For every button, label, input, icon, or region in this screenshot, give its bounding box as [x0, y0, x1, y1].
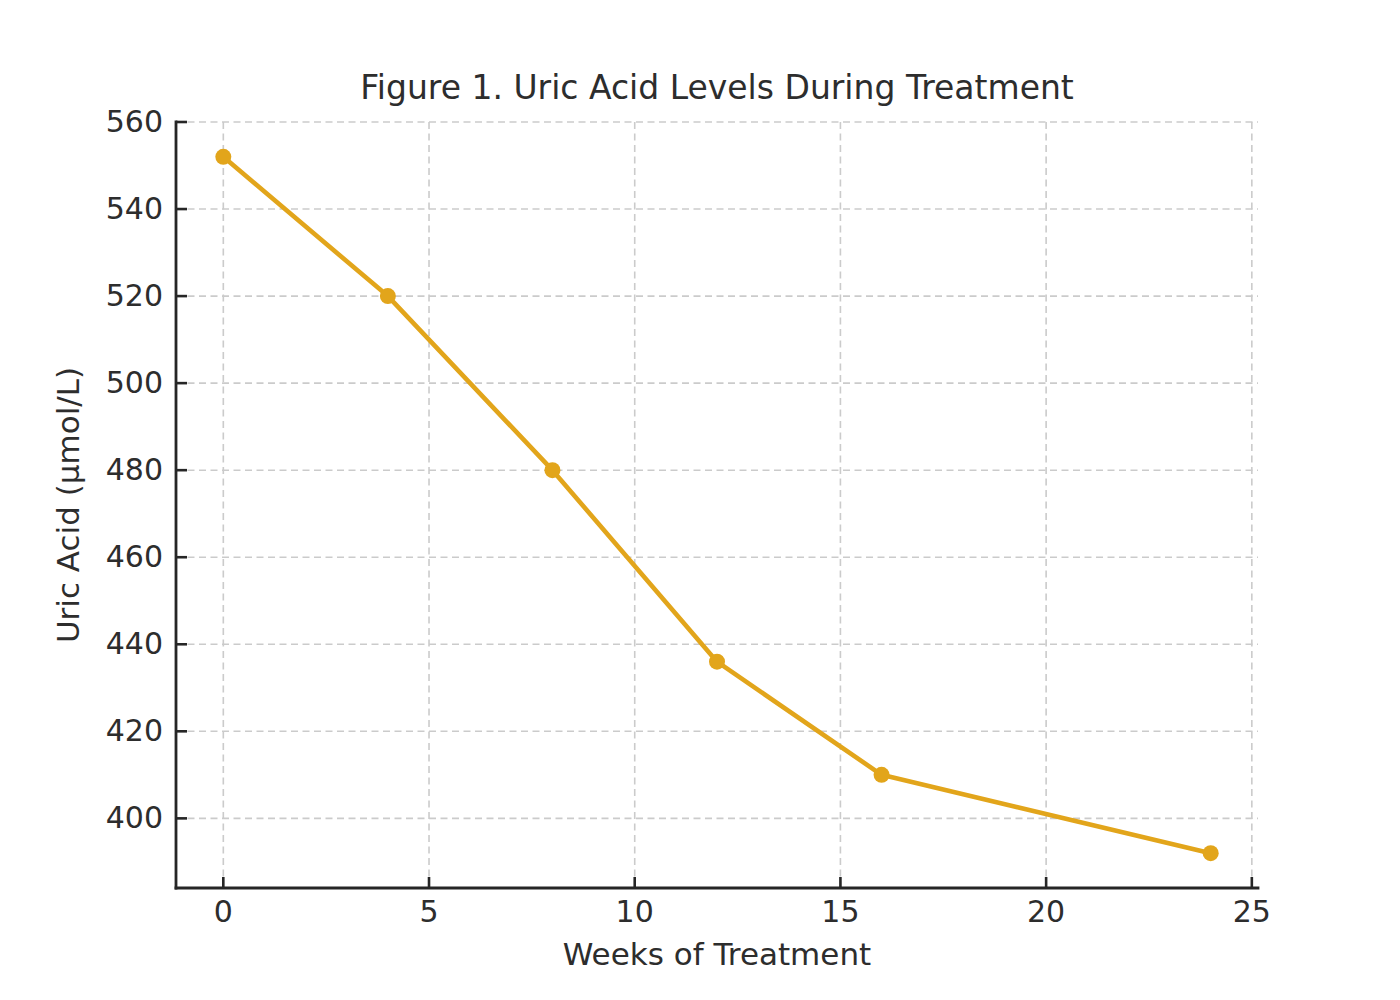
gridlines — [176, 122, 1258, 888]
y-tick-label: 420 — [0, 716, 163, 746]
x-tick-label: 20 — [986, 897, 1106, 927]
plot-area — [0, 0, 1400, 1000]
data-point — [215, 149, 231, 165]
data-point — [709, 654, 725, 670]
x-tick-label: 5 — [369, 897, 489, 927]
y-tick-label: 560 — [0, 107, 163, 137]
x-axis-label: Weeks of Treatment — [176, 936, 1258, 972]
tick-marks — [176, 122, 1252, 888]
y-tick-label: 540 — [0, 194, 163, 224]
x-tick-label: 10 — [575, 897, 695, 927]
data-points — [215, 149, 1218, 861]
x-tick-label: 0 — [163, 897, 283, 927]
y-axis-label: Uric Acid (μmol/L) — [50, 367, 86, 643]
x-tick-label: 25 — [1192, 897, 1312, 927]
axes-spines — [176, 122, 1258, 888]
x-tick-label: 15 — [780, 897, 900, 927]
data-point — [1203, 845, 1219, 861]
y-tick-label: 520 — [0, 281, 163, 311]
data-point — [544, 462, 560, 478]
data-line — [223, 157, 1210, 853]
y-tick-label: 400 — [0, 803, 163, 833]
data-point — [874, 767, 890, 783]
data-point — [380, 288, 396, 304]
chart-figure: Figure 1. Uric Acid Levels During Treatm… — [0, 0, 1400, 1000]
